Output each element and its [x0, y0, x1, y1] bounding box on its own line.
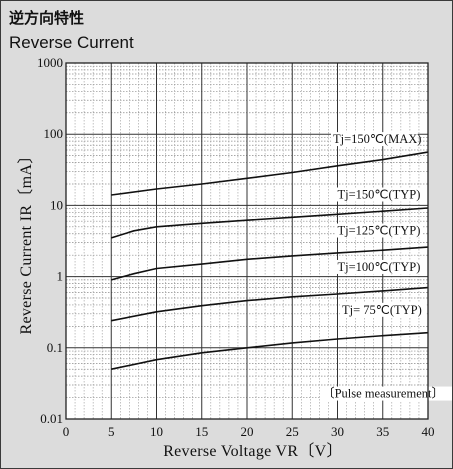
x-tick-label: 5	[108, 424, 115, 439]
series-label-backing	[330, 132, 418, 147]
chart-title-english: Reverse Current	[9, 33, 134, 52]
series-label: Tj= 75℃(TYP)	[342, 303, 422, 317]
tick-labels: 0 5 10 15 20 25 30 35 40 0.01 0.1 1 10 100 1000	[37, 55, 435, 439]
series-label: Tj=100℃(TYP)	[338, 260, 421, 274]
pulse-measurement-note: 〔Pulse measurement〕	[322, 387, 444, 401]
series-line	[111, 286, 429, 322]
series-line	[111, 207, 429, 239]
x-tick-label: 30	[331, 424, 344, 439]
x-tick-label: 25	[286, 424, 299, 439]
x-tick-label: 35	[376, 424, 389, 439]
series-label-backing	[340, 302, 427, 317]
series-label: Tj=150℃(TYP)	[338, 188, 421, 202]
x-tick-label: 20	[241, 424, 254, 439]
series-label-backing	[335, 187, 423, 202]
series-line	[111, 151, 429, 196]
chart-title-japanese: 逆方向特性	[9, 9, 85, 27]
y-tick-label: 1	[57, 269, 64, 284]
x-tick-label: 40	[422, 424, 435, 439]
series-label: Tj=150℃(MAX)	[333, 132, 421, 146]
pulse-measurement-note-backing	[320, 386, 452, 401]
series-line	[111, 246, 429, 281]
y-tick-label: 10	[50, 197, 63, 212]
y-tick-label: 1000	[37, 55, 63, 70]
x-tick-label: 0	[63, 424, 70, 439]
series-label-backing	[335, 259, 423, 274]
y-tick-label: 0.01	[40, 411, 63, 426]
series-labels: Tj=150℃(MAX) Tj=150℃(TYP) Tj=125℃(TYP) Tj=1…	[320, 132, 452, 401]
series-group	[111, 151, 429, 370]
series-line	[111, 331, 429, 370]
x-tick-label: 15	[195, 424, 208, 439]
x-tick-label: 10	[150, 424, 163, 439]
y-tick-label: 0.1	[47, 340, 63, 355]
series-label: Tj=125℃(TYP)	[338, 224, 421, 238]
y-tick-label: 100	[44, 126, 64, 141]
x-axis-title: Reverse Voltage VR〔V〕	[163, 442, 343, 460]
plot-border	[65, 62, 429, 420]
y-axis-title: Reverse Current IR〔mA〕	[17, 147, 35, 334]
series-label-backing	[335, 223, 423, 238]
